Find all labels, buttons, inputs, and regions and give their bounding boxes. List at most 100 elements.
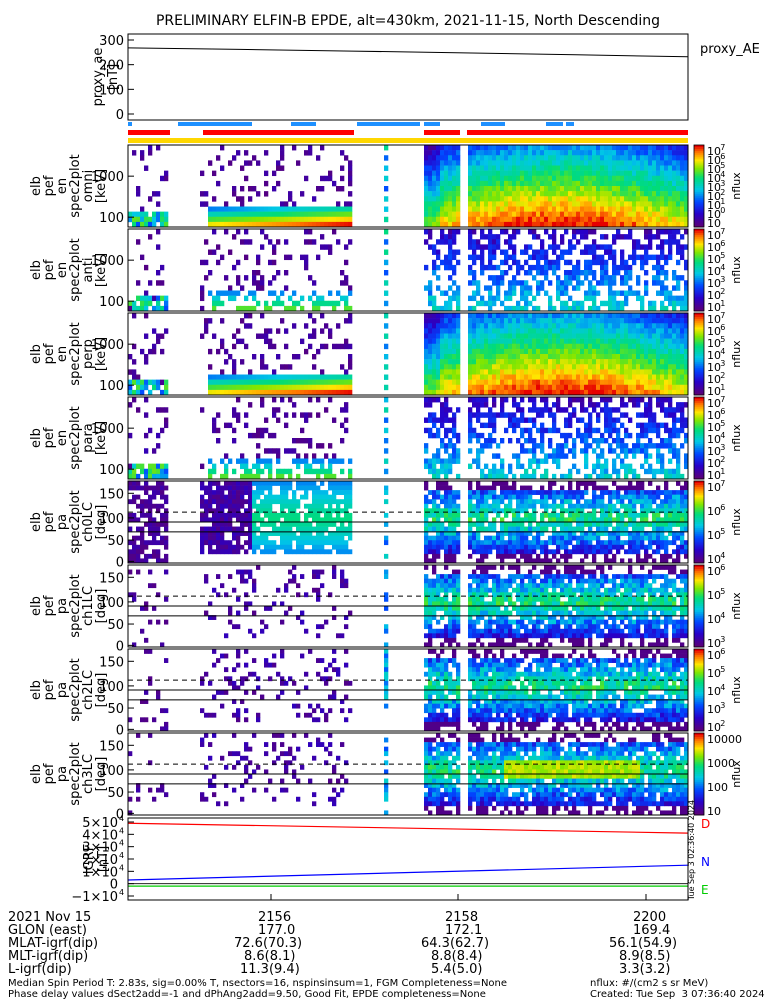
- spectrogram-cell: [628, 313, 633, 319]
- spectrogram-cell: [676, 170, 681, 177]
- spectrogram-cell: [576, 186, 581, 192]
- spectrogram-cell: [640, 186, 645, 192]
- spectrogram-cell: [244, 517, 249, 523]
- colorbar-tick-label: 10: [707, 241, 721, 254]
- spectrogram-cell: [516, 359, 521, 365]
- spectrogram-cell: [508, 234, 513, 240]
- spectrogram-cell: [560, 305, 565, 312]
- spectrogram-cell: [128, 369, 133, 375]
- spectrogram-cell: [500, 407, 505, 413]
- spectrogram-cell: [544, 374, 549, 380]
- spectrogram-cell: [616, 180, 621, 187]
- spectrogram-cell: [652, 186, 657, 192]
- spectrogram-cell: [212, 535, 217, 541]
- spectrogram-cell: [628, 432, 633, 439]
- spectrogram-cell: [240, 473, 245, 480]
- spectrogram-cell: [436, 254, 441, 261]
- spectrogram-cell: [480, 155, 485, 161]
- spectrogram-cell: [588, 348, 593, 355]
- spectrogram-cell: [284, 389, 289, 396]
- spectrogram-cell: [256, 389, 261, 396]
- spectrogram-cell: [384, 259, 389, 266]
- spectrogram-cell: [132, 397, 137, 403]
- spectrogram-cell: [532, 160, 537, 166]
- colorbar-swatch: [694, 249, 704, 252]
- spectrogram-cell: [252, 389, 257, 396]
- spectrogram-cell: [676, 244, 681, 250]
- spectrogram-cell: [296, 374, 301, 380]
- spectrogram-cell: [204, 503, 209, 509]
- spectrogram-cell: [268, 544, 273, 550]
- spectrogram-cell: [488, 389, 493, 396]
- spectrogram-cell: [540, 407, 545, 413]
- spectrogram-cell: [548, 234, 553, 240]
- spectrogram-cell: [620, 216, 625, 223]
- spectrogram-cell: [128, 549, 133, 555]
- spectrogram-cell: [468, 323, 473, 329]
- spectrogram-cell: [556, 295, 561, 302]
- spectrogram-cell: [468, 254, 473, 261]
- spectrogram-cell: [620, 318, 625, 324]
- spectrogram-cell: [432, 417, 437, 423]
- spectrogram-cell: [280, 397, 285, 403]
- spectrogram-cell: [456, 374, 461, 380]
- spectrogram-cell: [264, 540, 269, 546]
- spectrogram-cell: [164, 526, 169, 532]
- spectrogram-cell: [440, 384, 445, 391]
- spectrogram-cell: [304, 216, 309, 223]
- spectrogram-cell: [484, 145, 489, 151]
- spectrogram-cell: [664, 384, 669, 391]
- spectrogram-cell: [484, 412, 489, 418]
- spectrogram-cell: [216, 485, 221, 491]
- spectrogram-cell: [272, 549, 277, 555]
- spectrogram-cell: [660, 229, 665, 235]
- colorbar-swatch: [694, 276, 704, 279]
- spectrogram-cell: [600, 473, 605, 480]
- spectrogram-cell: [596, 254, 601, 261]
- spectrogram-cell: [676, 155, 681, 161]
- spectrogram-cell: [284, 549, 289, 555]
- spectrogram-cell: [232, 508, 237, 514]
- spectrogram-cell: [576, 354, 581, 360]
- spectrogram-cell: [676, 453, 681, 459]
- spectrogram-cell: [668, 300, 673, 307]
- spectrogram-cell: [676, 468, 681, 475]
- spectrogram-cell: [612, 369, 617, 375]
- spectrogram-cell: [476, 402, 481, 408]
- spectrogram-cell: [676, 427, 681, 434]
- spectrogram-cell: [652, 221, 657, 228]
- spectrogram-cell: [292, 389, 297, 396]
- spectrogram-cell: [660, 305, 665, 312]
- spectrogram-cell: [492, 379, 497, 386]
- spectrogram-cell: [628, 338, 633, 345]
- spectrogram-cell: [488, 369, 493, 375]
- spectrogram-cell: [456, 389, 461, 396]
- spectrogram-cell: [516, 206, 521, 212]
- colorbar-swatch: [694, 278, 704, 281]
- spectrogram-cell: [652, 275, 657, 281]
- spectrogram-cell: [660, 318, 665, 324]
- spectrogram-cell: [256, 280, 261, 286]
- spectrogram-cell: [436, 249, 441, 255]
- spectrogram-cell: [620, 155, 625, 161]
- spectrogram-cell: [432, 264, 437, 271]
- spectrogram-cell: [600, 407, 605, 413]
- spectrogram-cell: [568, 417, 573, 423]
- spectrogram-cell: [492, 206, 497, 212]
- spectrogram-cell: [596, 191, 601, 197]
- spectrogram-cell: [552, 313, 557, 319]
- spectrogram-cell: [604, 348, 609, 355]
- spectrogram-cell: [284, 540, 289, 546]
- spectrogram-cell: [592, 323, 597, 329]
- spectrogram-cell: [512, 473, 517, 480]
- spectrogram-cell: [476, 221, 481, 228]
- spectrogram-cell: [280, 216, 285, 223]
- spectrogram-cell: [476, 343, 481, 350]
- spectrogram-cell: [536, 165, 541, 171]
- spectrogram-cell: [632, 170, 637, 177]
- spectrogram-cell: [640, 165, 645, 171]
- spectrogram-cell: [572, 407, 577, 413]
- spectrogram-cell: [260, 508, 265, 514]
- spectrogram-cell: [224, 206, 229, 212]
- spectrogram-cell: [276, 216, 281, 223]
